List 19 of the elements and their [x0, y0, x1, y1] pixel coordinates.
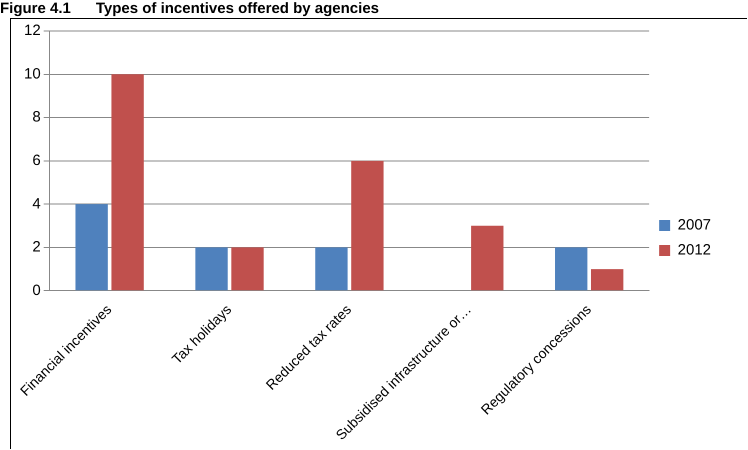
y-tick-label: 12 — [24, 22, 41, 40]
bar — [75, 204, 108, 290]
y-tick-label: 4 — [32, 195, 41, 212]
bar — [590, 269, 624, 290]
bar — [195, 247, 228, 290]
legend-label: 2007 — [678, 216, 712, 234]
bar — [351, 160, 384, 290]
bar — [315, 247, 348, 290]
y-tick-label: 10 — [24, 65, 41, 82]
legend-label: 2012 — [678, 242, 712, 259]
bar — [471, 226, 504, 290]
chart-title: Figure 4.1 Types of incentives offered by agencies — [0, 0, 380, 18]
y-tick-label: 8 — [32, 108, 41, 126]
bar — [111, 74, 144, 290]
bar — [231, 247, 264, 290]
y-tick-label: 2 — [32, 238, 41, 256]
y-tick-label: 0 — [32, 282, 41, 299]
y-tick-label: 6 — [32, 152, 41, 169]
bar — [555, 247, 588, 290]
